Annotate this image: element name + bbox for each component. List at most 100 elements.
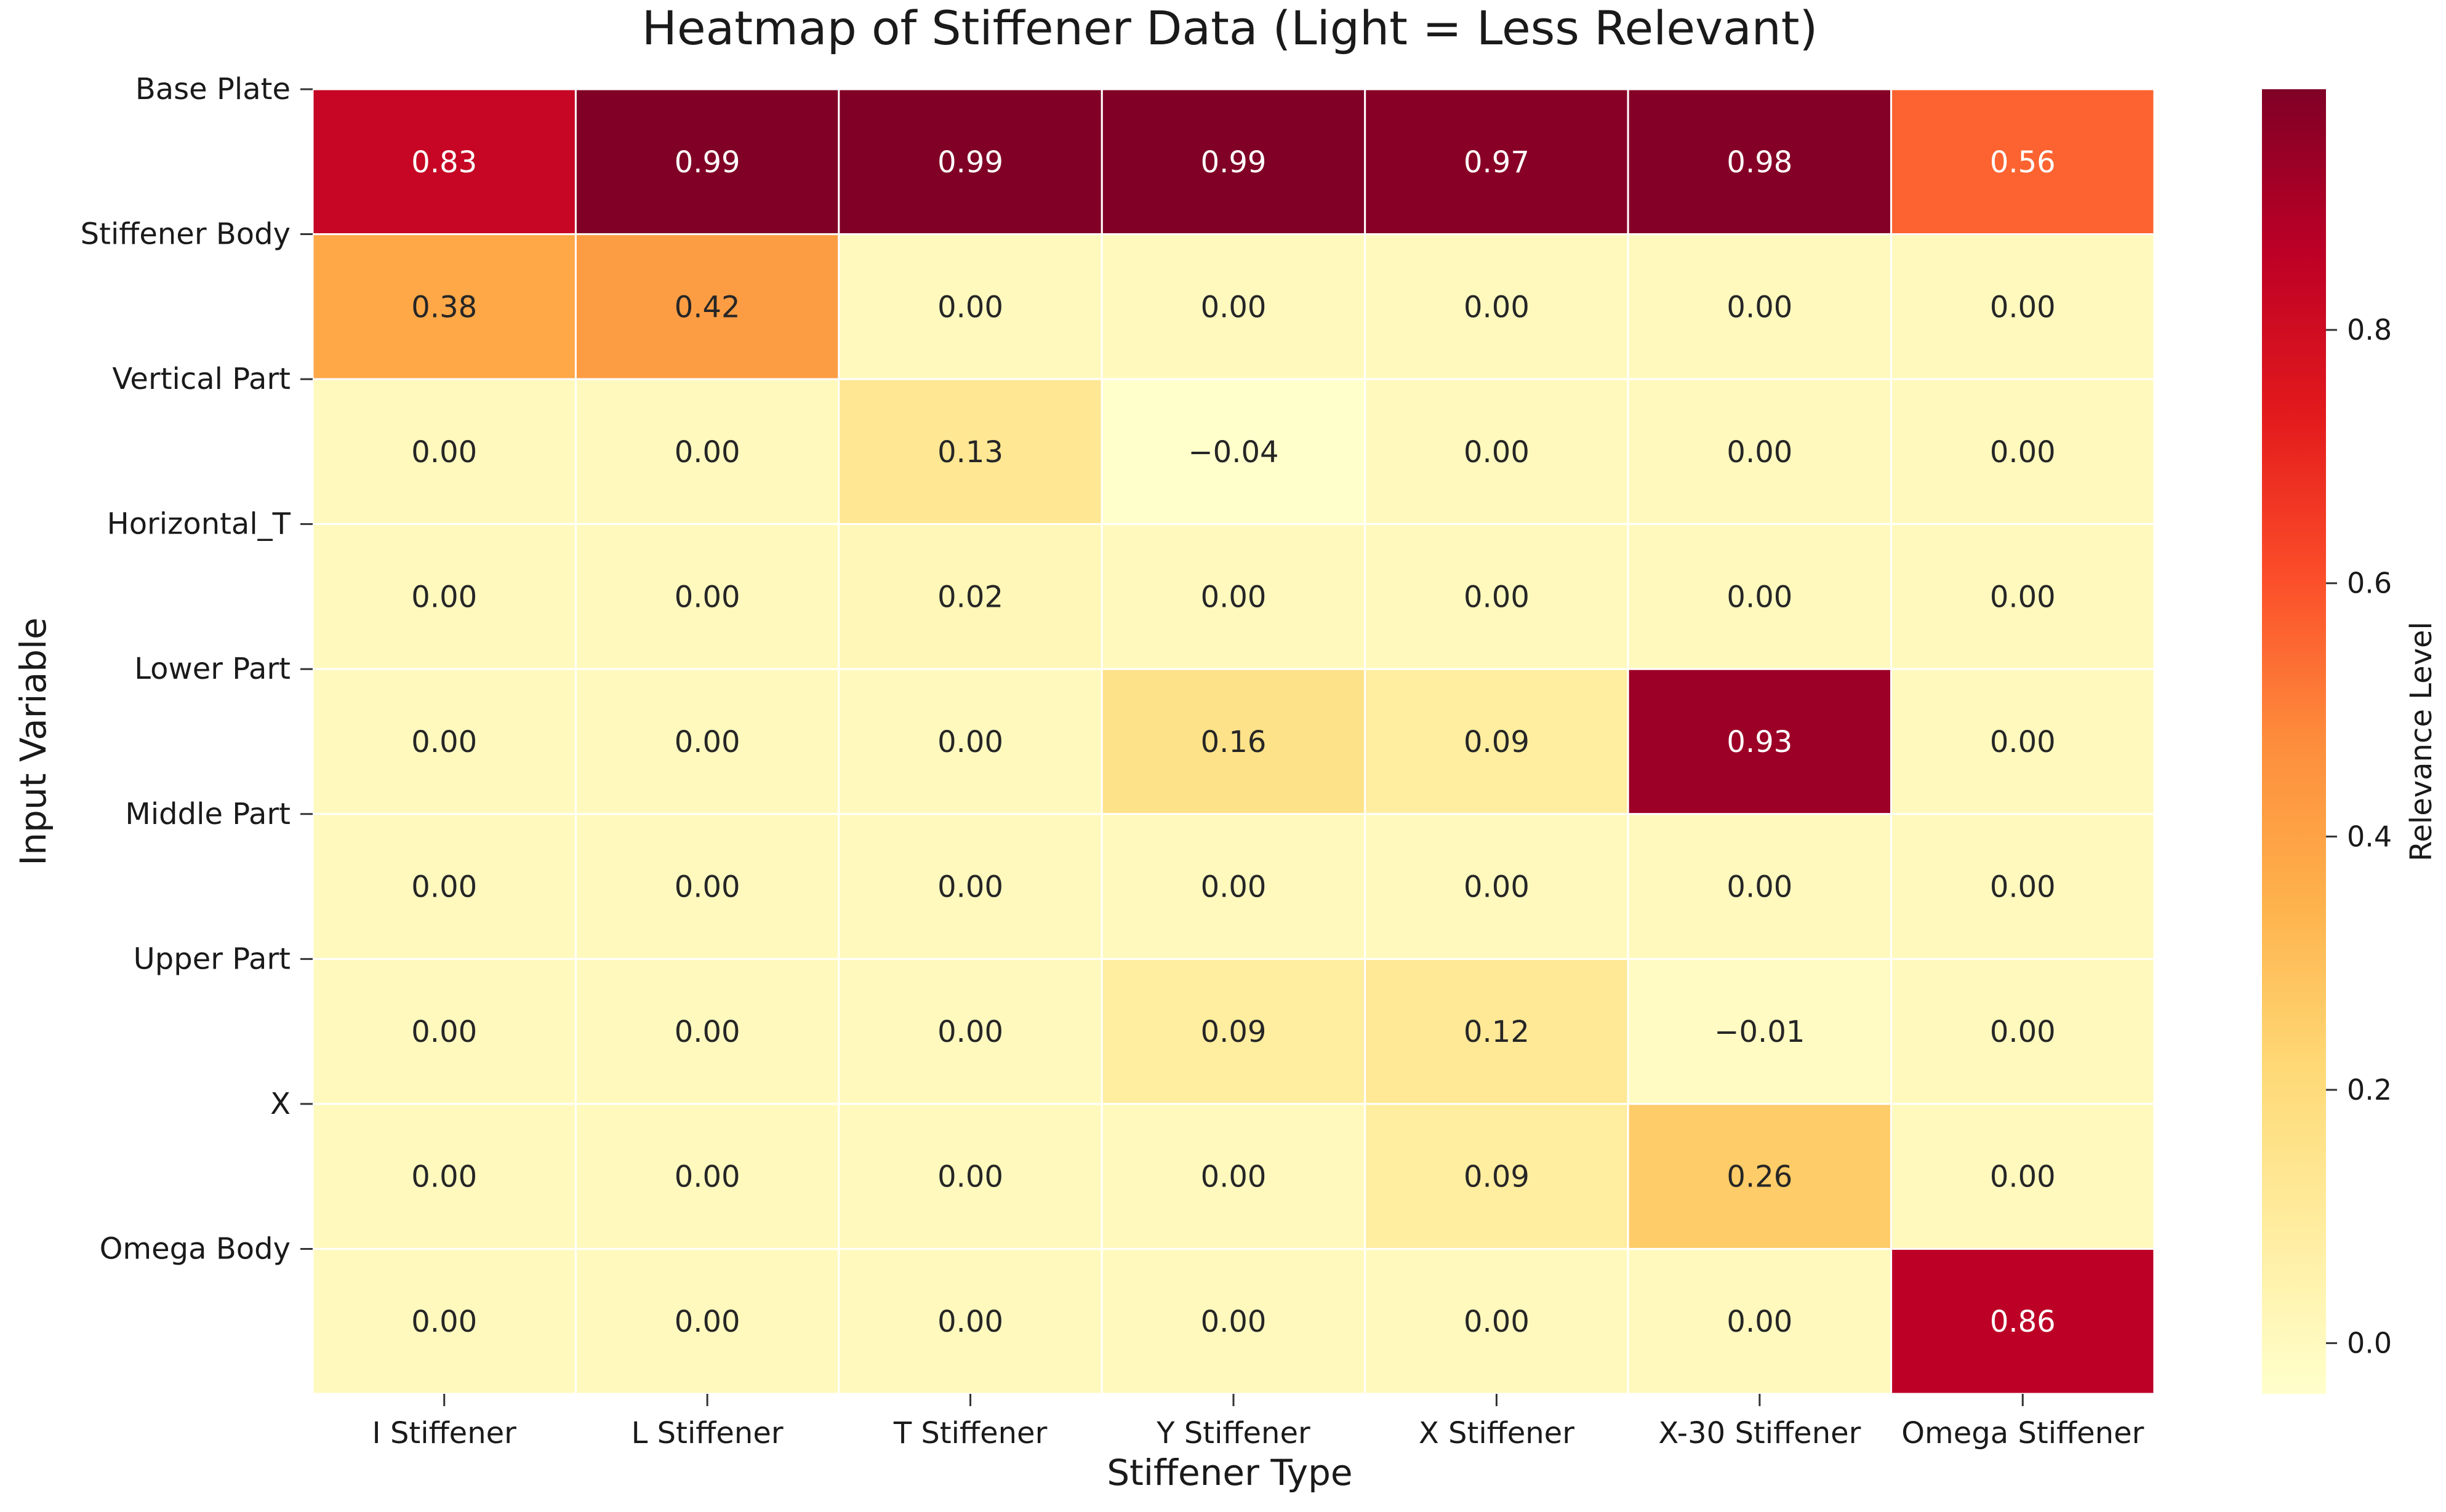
cell-value-label: 0.09 [1464, 725, 1530, 759]
heatmap-cell [838, 958, 1103, 1105]
cell-value-label: 0.00 [1464, 870, 1530, 905]
cell-value-label: 0.16 [1201, 725, 1267, 759]
heatmap-cell [1890, 523, 2155, 670]
cell-value-label: 0.00 [675, 435, 740, 470]
heatmap-cell [311, 1103, 577, 1250]
x-axis-label: Stiffener Type [1107, 1452, 1352, 1494]
heatmap-cell [574, 378, 840, 526]
x-tick-label: X-30 Stiffener [1658, 1416, 1861, 1450]
cell-value-label: 0.00 [675, 725, 740, 759]
heatmap-cell [838, 668, 1103, 815]
cell-value-label: 0.00 [1990, 870, 2056, 905]
cell-value-label: 0.00 [937, 725, 1003, 759]
heatmap-cell [1890, 668, 2155, 815]
cell-value-label: 0.09 [1464, 1160, 1530, 1194]
cell-value-label: 0.00 [1726, 290, 1792, 324]
cell-value-label: 0.00 [937, 870, 1003, 905]
cell-value-label: −0.01 [1714, 1015, 1805, 1049]
heatmap-cell [838, 233, 1103, 380]
heatmap-cell [1101, 88, 1366, 236]
colorbar-ticks: 0.0 0.2 0.4 0.6 0.8 [2326, 313, 2392, 1360]
cell-value-label: 0.97 [1464, 145, 1530, 180]
cell-value-label: 0.86 [1990, 1305, 2056, 1339]
y-tick-label: Base Plate [135, 72, 291, 106]
cell-value-label: 0.99 [937, 145, 1003, 180]
cell-value-label: 0.13 [937, 435, 1003, 470]
colorbar-tick-label: 0.6 [2347, 567, 2392, 600]
heatmap-cell [1890, 233, 2155, 380]
cell-value-label: 0.00 [937, 290, 1003, 324]
cell-value-label: 0.00 [1201, 580, 1267, 614]
cell-value-label: 0.00 [1464, 435, 1530, 470]
y-axis: Base Plate Stiffener Body Vertical Part Hor… [81, 72, 313, 1266]
cell-value-label: 0.00 [1726, 1305, 1792, 1339]
heatmap-cell [311, 523, 577, 670]
y-tick-label: Omega Body [100, 1231, 291, 1266]
cell-value-label: 0.00 [1201, 290, 1267, 324]
y-tick-label: Middle Part [125, 797, 291, 831]
cell-value-label: 0.00 [1201, 870, 1267, 905]
cell-value-label: 0.00 [1464, 290, 1530, 324]
heatmap-cell [1627, 88, 1893, 236]
heatmap-cell [1627, 523, 1893, 670]
cell-value-label: 0.56 [1990, 145, 2056, 180]
cell-value-label: 0.00 [1990, 1015, 2056, 1049]
colorbar-gradient [2262, 89, 2326, 1394]
x-tick-label: Omega Stiffener [1901, 1416, 2144, 1450]
heatmap-cell [1627, 233, 1893, 380]
heatmap-cell [838, 88, 1103, 236]
heatmap-cell [311, 378, 577, 526]
cell-value-label: 0.00 [1201, 1305, 1267, 1339]
cell-value-label: 0.00 [937, 1015, 1003, 1049]
heatmap-cell [311, 233, 577, 380]
x-tick-label: I Stiffener [372, 1416, 517, 1450]
cell-value-label: 0.99 [1201, 145, 1267, 180]
heatmap-cell [1890, 1103, 2155, 1250]
heatmap-cell [1890, 378, 2155, 526]
heatmap-cell [1364, 88, 1629, 236]
cell-value-label: 0.00 [675, 870, 740, 905]
heatmap-cell [311, 958, 577, 1105]
cell-value-label: 0.09 [1201, 1015, 1267, 1049]
heatmap-cell [1627, 1247, 1893, 1395]
colorbar-tick-label: 0.2 [2347, 1073, 2392, 1106]
heatmap-cell [1101, 1103, 1366, 1250]
cell-value-label: 0.00 [1990, 1160, 2056, 1194]
cell-value-label: −0.04 [1188, 435, 1278, 470]
y-axis-label: Input Variable [12, 617, 54, 865]
heatmap-cell [311, 813, 577, 960]
heatmap-cell [311, 1247, 577, 1395]
colorbar-label: Relevance Level [2404, 622, 2439, 862]
heatmap-cell [574, 1103, 840, 1250]
heatmap-cell [838, 1247, 1103, 1395]
cell-value-label: 0.00 [411, 1305, 477, 1339]
cell-value-label: 0.00 [1990, 435, 2056, 470]
y-tick-label: X [270, 1087, 291, 1121]
heatmap-cell [1890, 813, 2155, 960]
heatmap-cell [1364, 1247, 1629, 1395]
colorbar: 0.0 0.2 0.4 0.6 0.8 Relevance Level [2262, 89, 2439, 1394]
cell-value-label: 0.00 [1201, 1160, 1267, 1194]
heatmap-cell [1627, 1103, 1893, 1250]
cell-value-label: 0.00 [675, 1305, 740, 1339]
cell-value-label: 0.98 [1726, 145, 1792, 180]
cell-value-label: 0.00 [1464, 1305, 1530, 1339]
cell-value-label: 0.00 [1464, 580, 1530, 614]
heatmap-cell [1364, 233, 1629, 380]
heatmap-cell [1364, 1103, 1629, 1250]
cell-value-label: 0.00 [1990, 725, 2056, 759]
heatmap-cell [1364, 958, 1629, 1105]
heatmap-cell [1364, 378, 1629, 526]
cell-value-label: 0.00 [411, 580, 477, 614]
cell-value-label: 0.99 [675, 145, 740, 180]
heatmap-cell [838, 813, 1103, 960]
heatmap-cell [1627, 958, 1893, 1105]
cell-value-label: 0.38 [411, 290, 477, 324]
y-tick-label: Lower Part [134, 652, 291, 686]
cell-value-label: 0.02 [937, 580, 1003, 614]
x-tick-label: L Stiffener [632, 1416, 784, 1450]
cell-value-label: 0.00 [1726, 580, 1792, 614]
cell-value-label: 0.00 [675, 1160, 740, 1194]
heatmap-cell [311, 668, 577, 815]
